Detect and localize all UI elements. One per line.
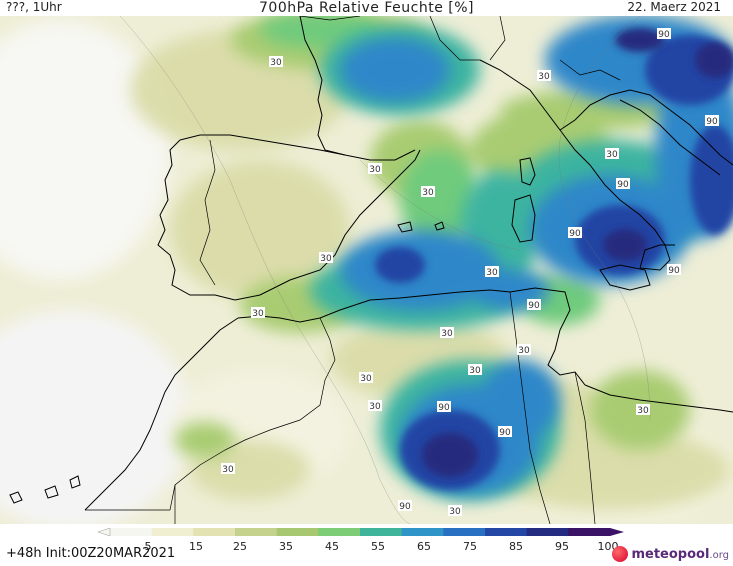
contour-label: 30	[468, 364, 482, 376]
svg-text:30: 30	[538, 72, 550, 82]
contour-label: 30	[448, 505, 462, 517]
contour-label: 30	[368, 400, 382, 412]
contour-lines	[119, 16, 651, 524]
contour-label: 30	[485, 266, 499, 278]
svg-text:90: 90	[528, 301, 540, 311]
dry-areas	[0, 20, 730, 524]
contour-label: 30	[440, 327, 454, 339]
colorbar-tick-label: 85	[509, 540, 523, 553]
contour-label: 90	[667, 264, 681, 276]
forecast-date: 22. Maerz 2021	[627, 0, 721, 14]
svg-text:30: 30	[449, 507, 461, 517]
contour-label: 30	[221, 463, 235, 475]
colorbar-swatch	[193, 528, 236, 536]
contour-label: 30	[636, 404, 650, 416]
svg-text:90: 90	[668, 266, 680, 276]
colorbar-swatch	[401, 528, 444, 536]
contour-label: 90	[616, 178, 630, 190]
colorbar-tick-label: 65	[417, 540, 431, 553]
svg-text:30: 30	[637, 406, 649, 416]
contour-labels: 30 30 30 30 30 30 30 30 30 30 30 30 30 30 30 30 90 90 90 90…	[221, 28, 719, 517]
svg-text:30: 30	[320, 254, 332, 264]
logo-mark-icon	[612, 546, 629, 562]
svg-text:30: 30	[606, 150, 618, 160]
svg-text:30: 30	[222, 465, 234, 475]
colorbar-tick-label: 25	[233, 540, 247, 553]
svg-text:30: 30	[369, 402, 381, 412]
svg-text:90: 90	[499, 428, 511, 438]
coastlines	[9, 16, 733, 511]
svg-text:90: 90	[658, 30, 670, 40]
svg-text:30: 30	[518, 346, 530, 356]
svg-text:30: 30	[422, 188, 434, 198]
svg-text:30: 30	[360, 374, 372, 384]
footer: 5 15 25 35 45 55 65 75 85 95 100 +48h Init:00Z20MA…	[0, 524, 733, 566]
colorbar-tick-label: 35	[279, 540, 293, 553]
colorbar-low-arrow	[97, 527, 111, 537]
map-title: 700hPa Relative Feuchte [%]	[259, 0, 474, 16]
svg-text:90: 90	[706, 117, 718, 127]
country-borders	[85, 16, 621, 524]
contour-label: 30	[251, 307, 265, 319]
colorbar-swatch	[485, 528, 528, 536]
humidity-map: 30 30 30 30 30 30 30 30 30 30 30 30 30 30 30 30 90 90 90 90…	[0, 16, 733, 524]
meteopool-logo[interactable]: meteopool.org	[612, 544, 729, 564]
contour-label: 30	[269, 56, 283, 68]
colorbar-tick-label: 45	[325, 540, 339, 553]
contour-label: 90	[498, 426, 512, 438]
svg-text:90: 90	[438, 403, 450, 413]
colorbar-swatch	[276, 528, 319, 536]
contour-label: 30	[368, 163, 382, 175]
saturated-humidity-areas	[422, 28, 733, 477]
svg-text:30: 30	[270, 58, 282, 68]
svg-text:90: 90	[399, 502, 411, 512]
contour-label: 30	[421, 186, 435, 198]
colorbar-swatch	[318, 528, 361, 536]
contour-label: 30	[605, 148, 619, 160]
colorbar-swatch	[360, 528, 403, 536]
svg-text:30: 30	[469, 366, 481, 376]
colorbar-swatch	[110, 528, 153, 536]
contour-label: 30	[319, 252, 333, 264]
colorbar-swatch	[151, 528, 194, 536]
svg-text:30: 30	[252, 309, 264, 319]
logo-text: meteopool.org	[631, 547, 729, 562]
colorbar-swatch	[526, 528, 569, 536]
colorbar-high-arrow	[610, 528, 624, 536]
svg-text:90: 90	[569, 229, 581, 239]
contour-label: 90	[705, 115, 719, 127]
colorbar-swatch	[568, 528, 611, 536]
svg-text:30: 30	[486, 268, 498, 278]
contour-label: 30	[537, 70, 551, 82]
logo-suffix: .org	[709, 549, 729, 561]
init-time-label: +48h Init:00Z20MAR2021	[6, 546, 176, 561]
colorbar-tick-label: 5	[145, 540, 152, 553]
model-run-label: ???, 1Uhr	[6, 0, 62, 14]
contour-label: 90	[398, 500, 412, 512]
colorbar-tick-label: 15	[189, 540, 203, 553]
svg-text:30: 30	[369, 165, 381, 175]
svg-text:90: 90	[617, 180, 629, 190]
colorbar-tick-label: 55	[371, 540, 385, 553]
contour-label: 90	[568, 227, 582, 239]
colorbar-swatch	[235, 528, 278, 536]
contour-label: 90	[657, 28, 671, 40]
contour-label: 30	[359, 372, 373, 384]
colorbar-tick-label: 75	[463, 540, 477, 553]
contour-label: 30	[517, 344, 531, 356]
contour-label: 90	[437, 401, 451, 413]
logo-main: meteopool	[631, 546, 710, 562]
colorbar-swatch	[443, 528, 486, 536]
contour-label: 90	[527, 299, 541, 311]
colorbar-tick-label: 95	[555, 540, 569, 553]
svg-text:30: 30	[441, 329, 453, 339]
